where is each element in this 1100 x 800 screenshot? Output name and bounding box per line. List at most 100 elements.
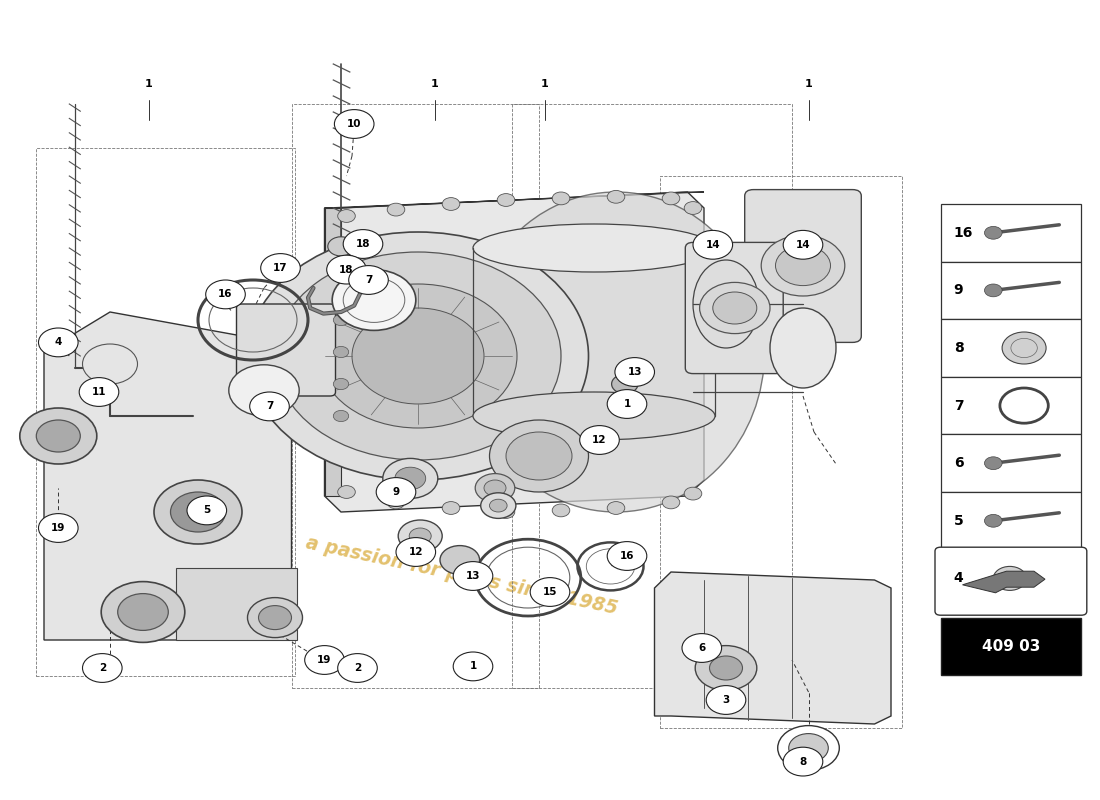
- Circle shape: [343, 230, 383, 258]
- Circle shape: [776, 246, 830, 286]
- Circle shape: [761, 235, 845, 296]
- Text: parts: parts: [381, 351, 675, 449]
- Bar: [36, 148, 295, 676]
- Text: 2: 2: [99, 663, 106, 673]
- Circle shape: [333, 410, 349, 422]
- Circle shape: [409, 528, 431, 544]
- Circle shape: [693, 230, 733, 259]
- Circle shape: [442, 198, 460, 210]
- Circle shape: [700, 282, 770, 334]
- Circle shape: [118, 594, 168, 630]
- Bar: [512, 104, 792, 688]
- Circle shape: [984, 457, 1002, 470]
- Polygon shape: [962, 571, 1045, 593]
- Circle shape: [376, 478, 416, 506]
- Text: 4: 4: [954, 571, 964, 586]
- Circle shape: [1002, 332, 1046, 364]
- Bar: [660, 176, 902, 728]
- Polygon shape: [44, 312, 292, 640]
- Bar: [940, 434, 1081, 492]
- Circle shape: [440, 546, 480, 574]
- Circle shape: [682, 634, 722, 662]
- Circle shape: [20, 408, 97, 464]
- Text: 1: 1: [470, 662, 476, 671]
- Circle shape: [552, 504, 570, 517]
- Circle shape: [442, 502, 460, 514]
- Text: 9: 9: [393, 487, 399, 497]
- Circle shape: [387, 203, 405, 216]
- Circle shape: [332, 270, 416, 330]
- Circle shape: [101, 582, 185, 642]
- Circle shape: [383, 458, 438, 498]
- Circle shape: [481, 493, 516, 518]
- Ellipse shape: [473, 224, 715, 272]
- Circle shape: [607, 542, 647, 570]
- Circle shape: [82, 344, 138, 384]
- Bar: [292, 104, 539, 688]
- Polygon shape: [176, 568, 297, 640]
- Circle shape: [250, 392, 289, 421]
- Circle shape: [333, 378, 349, 390]
- FancyBboxPatch shape: [236, 304, 336, 396]
- Circle shape: [396, 538, 436, 566]
- Circle shape: [334, 110, 374, 138]
- Text: 1: 1: [804, 79, 813, 89]
- Circle shape: [710, 656, 742, 680]
- Circle shape: [79, 378, 119, 406]
- Text: 14: 14: [795, 240, 811, 250]
- Text: 13: 13: [465, 571, 481, 581]
- Polygon shape: [324, 192, 704, 208]
- Circle shape: [398, 520, 442, 552]
- Text: 7: 7: [954, 398, 964, 413]
- Circle shape: [984, 284, 1002, 297]
- FancyBboxPatch shape: [685, 242, 783, 374]
- Circle shape: [713, 292, 757, 324]
- Circle shape: [993, 566, 1026, 590]
- Circle shape: [662, 496, 680, 509]
- Circle shape: [530, 578, 570, 606]
- Circle shape: [248, 232, 588, 480]
- Polygon shape: [654, 572, 891, 724]
- FancyBboxPatch shape: [935, 547, 1087, 615]
- Circle shape: [338, 654, 377, 682]
- Ellipse shape: [770, 308, 836, 388]
- Circle shape: [984, 514, 1002, 527]
- Circle shape: [506, 432, 572, 480]
- Text: 9: 9: [954, 283, 964, 298]
- Circle shape: [497, 506, 515, 518]
- Circle shape: [352, 308, 484, 404]
- Polygon shape: [324, 208, 341, 496]
- Circle shape: [305, 646, 344, 674]
- Text: 7: 7: [365, 275, 372, 285]
- Circle shape: [684, 487, 702, 500]
- Text: 3: 3: [723, 695, 729, 705]
- FancyBboxPatch shape: [745, 190, 861, 342]
- Circle shape: [783, 747, 823, 776]
- Text: 12: 12: [592, 435, 607, 445]
- Text: a passion for parts since 1985: a passion for parts since 1985: [305, 534, 619, 618]
- Circle shape: [580, 426, 619, 454]
- Bar: [940, 550, 1081, 607]
- Text: 12: 12: [408, 547, 424, 557]
- Circle shape: [395, 467, 426, 490]
- Circle shape: [275, 252, 561, 460]
- Text: 2: 2: [354, 663, 361, 673]
- Circle shape: [261, 254, 300, 282]
- Text: 1: 1: [430, 79, 439, 89]
- Circle shape: [82, 654, 122, 682]
- Bar: [940, 618, 1081, 675]
- Circle shape: [778, 726, 839, 770]
- Bar: [940, 319, 1081, 377]
- Circle shape: [497, 194, 515, 206]
- Text: 18: 18: [355, 239, 371, 249]
- Circle shape: [39, 328, 78, 357]
- Circle shape: [338, 210, 355, 222]
- Circle shape: [607, 502, 625, 514]
- Text: 4: 4: [55, 338, 62, 347]
- Text: 19: 19: [51, 523, 66, 533]
- Circle shape: [490, 499, 507, 512]
- Ellipse shape: [468, 192, 764, 512]
- Circle shape: [319, 284, 517, 428]
- Text: 11: 11: [91, 387, 107, 397]
- Polygon shape: [324, 192, 704, 512]
